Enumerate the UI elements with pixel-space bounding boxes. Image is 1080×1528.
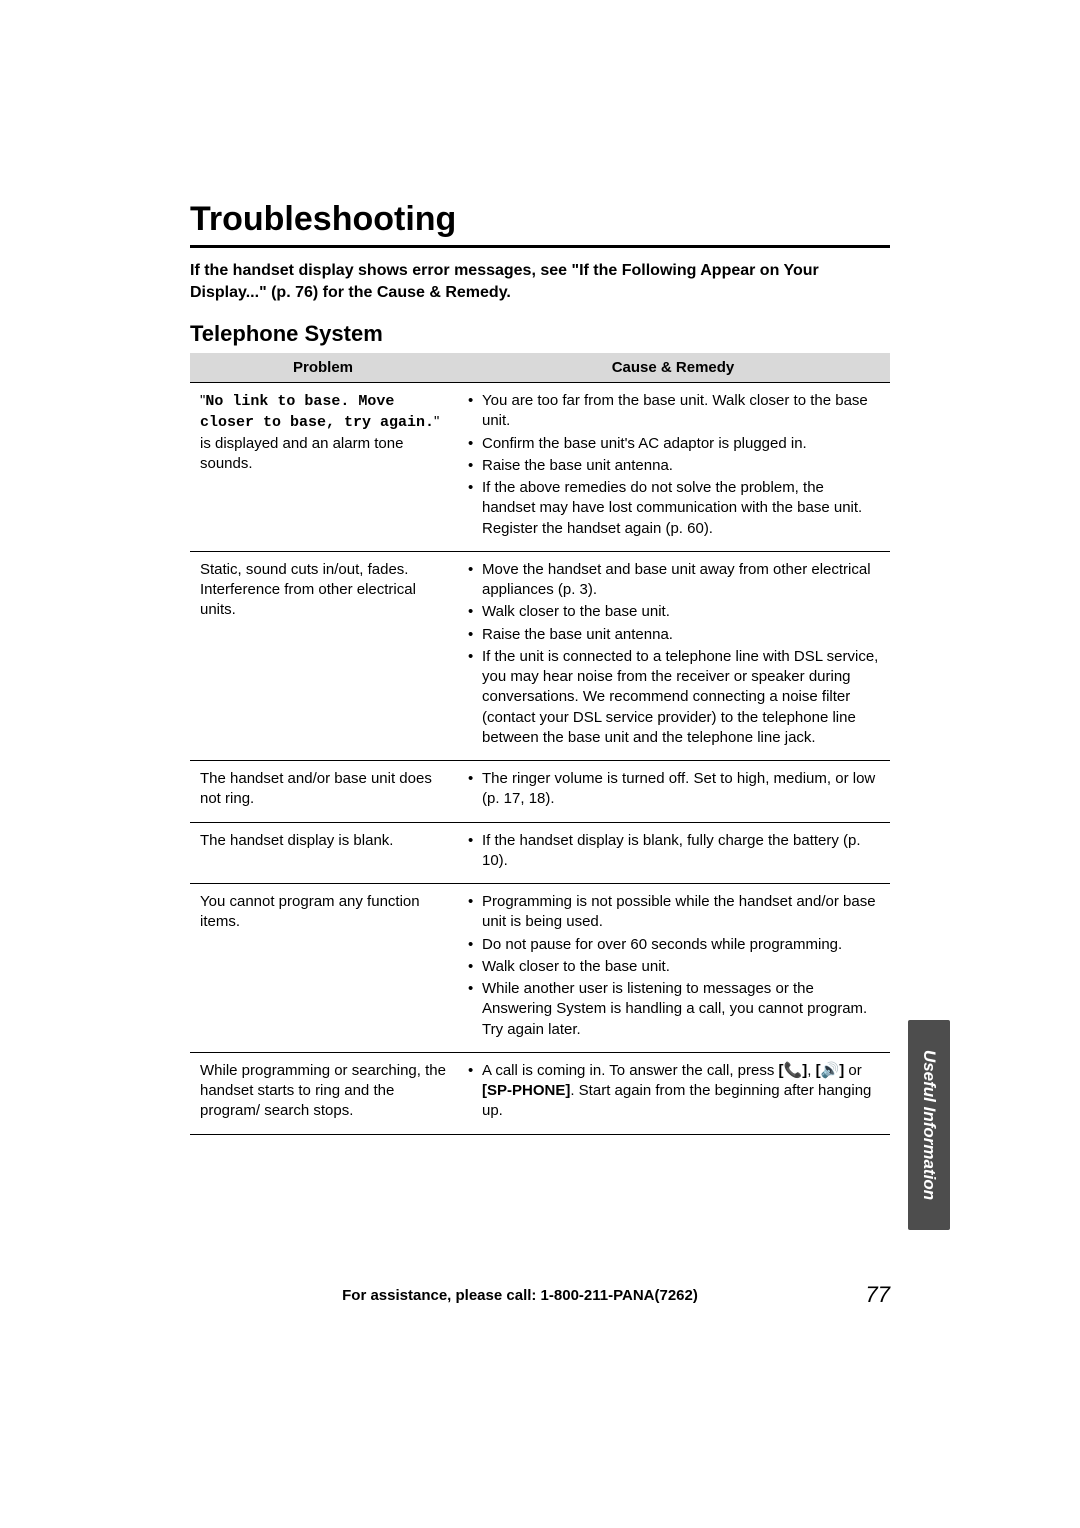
list-item: Programming is not possible while the ha…	[480, 892, 880, 933]
title-rule	[190, 245, 890, 248]
list-item: Confirm the base unit's AC adaptor is pl…	[480, 434, 880, 454]
error-message-text: No link to base. Move closer to base, tr…	[200, 393, 434, 431]
list-item: While another user is listening to messa…	[480, 979, 880, 1040]
remedy-cell: Move the handset and base unit away from…	[456, 551, 890, 760]
list-item: Walk closer to the base unit.	[480, 602, 880, 622]
remedy-list: A call is coming in. To answer the call,…	[466, 1061, 880, 1122]
remedy-list: If the handset display is blank, fully c…	[466, 831, 880, 872]
table-row: "No link to base. Move closer to base, t…	[190, 383, 890, 552]
remedy-list: You are too far from the base unit. Walk…	[466, 391, 880, 539]
button-ref: [🔊]	[816, 1062, 845, 1079]
remedy-cell: The ringer volume is turned off. Set to …	[456, 761, 890, 823]
page-title: Troubleshooting	[190, 200, 890, 239]
list-item: A call is coming in. To answer the call,…	[480, 1061, 880, 1122]
list-item: Raise the base unit antenna.	[480, 456, 880, 476]
remedy-cell: Programming is not possible while the ha…	[456, 884, 890, 1053]
button-ref-spphone: [SP-PHONE]	[482, 1082, 570, 1099]
speaker-icon: 🔊	[821, 1061, 840, 1081]
list-item: Walk closer to the base unit.	[480, 957, 880, 977]
page-number: 77	[850, 1282, 890, 1308]
remedy-cell: You are too far from the base unit. Walk…	[456, 383, 890, 552]
col-header-problem: Problem	[190, 353, 456, 383]
assistance-line: For assistance, please call: 1-800-211-P…	[190, 1287, 850, 1304]
document-page: Troubleshooting If the handset display s…	[0, 0, 1080, 1528]
problem-cell: The handset display is blank.	[190, 822, 456, 884]
list-item: If the handset display is blank, fully c…	[480, 831, 880, 872]
remedy-cell: If the handset display is blank, fully c…	[456, 822, 890, 884]
remedy-cell: A call is coming in. To answer the call,…	[456, 1052, 890, 1134]
section-tab-label: Useful Information	[919, 1050, 939, 1200]
table-row: You cannot program any function items. P…	[190, 884, 890, 1053]
separator: or	[844, 1062, 862, 1079]
intro-text: If the handset display shows error messa…	[190, 260, 890, 303]
table-row: The handset display is blank. If the han…	[190, 822, 890, 884]
col-header-remedy: Cause & Remedy	[456, 353, 890, 383]
button-ref: [📞]	[779, 1062, 808, 1079]
list-item: The ringer volume is turned off. Set to …	[480, 769, 880, 810]
list-item: Do not pause for over 60 seconds while p…	[480, 935, 880, 955]
section-tab: Useful Information	[908, 1020, 950, 1230]
list-item: Move the handset and base unit away from…	[480, 560, 880, 601]
problem-cell: The handset and/or base unit does not ri…	[190, 761, 456, 823]
remedy-list: The ringer volume is turned off. Set to …	[466, 769, 880, 810]
separator: ,	[807, 1062, 815, 1079]
list-item: You are too far from the base unit. Walk…	[480, 391, 880, 432]
remedy-list: Programming is not possible while the ha…	[466, 892, 880, 1040]
list-item: Raise the base unit antenna.	[480, 625, 880, 645]
problem-cell: Static, sound cuts in/out, fades. Interf…	[190, 551, 456, 760]
remedy-list: Move the handset and base unit away from…	[466, 560, 880, 748]
table-row: The handset and/or base unit does not ri…	[190, 761, 890, 823]
table-row: While programming or searching, the hand…	[190, 1052, 890, 1134]
table-row: Static, sound cuts in/out, fades. Interf…	[190, 551, 890, 760]
list-item: If the above remedies do not solve the p…	[480, 478, 880, 539]
list-item: If the unit is connected to a telephone …	[480, 647, 880, 748]
remedy-text-pre: A call is coming in. To answer the call,…	[482, 1062, 779, 1079]
handset-icon: 📞	[784, 1061, 803, 1081]
problem-cell: "No link to base. Move closer to base, t…	[190, 383, 456, 552]
problem-cell: You cannot program any function items.	[190, 884, 456, 1053]
problem-cell: While programming or searching, the hand…	[190, 1052, 456, 1134]
troubleshooting-table: Problem Cause & Remedy "No link to base.…	[190, 353, 890, 1135]
page-footer: For assistance, please call: 1-800-211-P…	[190, 1282, 890, 1308]
section-subtitle: Telephone System	[190, 321, 890, 347]
